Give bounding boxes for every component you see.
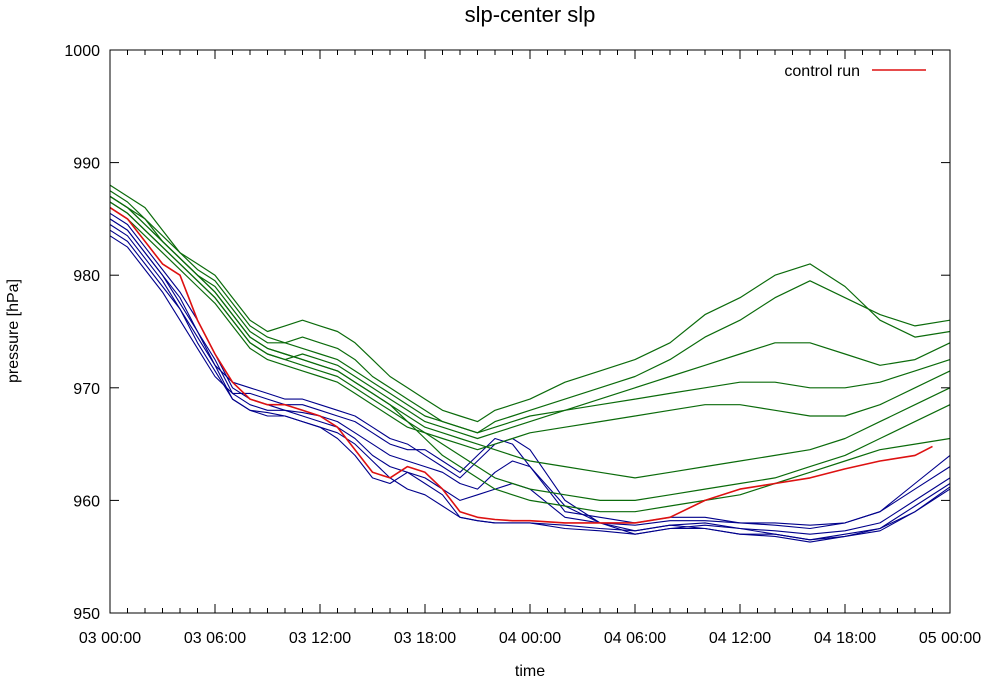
series-line-blue-3	[109, 229, 951, 541]
legend: control run	[784, 63, 926, 80]
plot-frame	[109, 49, 951, 614]
series-line-control-run	[109, 206, 933, 524]
y-tick-label: 950	[73, 606, 100, 623]
series-line-green-2	[109, 201, 951, 440]
axes-layer: 950 960 970 980 990 1000 03 00:00 03 06:00 03 12…	[64, 43, 981, 647]
series-line-green-7	[109, 195, 951, 513]
x-tick-label: 04 06:00	[604, 630, 666, 647]
x-tick-label: 05 00:00	[919, 630, 981, 647]
x-tick-label: 04 00:00	[499, 630, 561, 647]
x-tick-label: 04 18:00	[814, 630, 876, 647]
x-axis-label: time	[515, 663, 545, 680]
series-layer	[109, 184, 951, 543]
series-line-green-0	[109, 184, 951, 423]
series-line-blue-1	[109, 224, 951, 535]
series-line-blue-5	[109, 235, 951, 543]
series-line-green-4	[109, 207, 951, 451]
x-tick-label: 03 18:00	[394, 630, 456, 647]
series-line-blue-2	[109, 212, 951, 526]
legend-label-control-run: control run	[784, 63, 860, 80]
y-axis-label: pressure [hPa]	[5, 279, 22, 383]
x-tick-label: 04 12:00	[709, 630, 771, 647]
series-line-green-1	[109, 195, 951, 434]
x-tick-label: 03 06:00	[184, 630, 246, 647]
y-tick-label: 990	[73, 156, 100, 173]
series-line-blue-4	[109, 218, 951, 530]
y-tick-label: 960	[73, 493, 100, 510]
x-tick-label: 03 12:00	[289, 630, 351, 647]
y-tick-label: 1000	[64, 43, 100, 60]
x-tick-label: 03 00:00	[79, 630, 141, 647]
series-line-green-3	[109, 190, 951, 434]
series-line-blue-0	[109, 218, 951, 541]
y-tick-label: 970	[73, 381, 100, 398]
chart-title: slp-center slp	[465, 2, 596, 27]
series-line-green-5	[109, 195, 951, 479]
series-line-green-6	[109, 201, 951, 501]
y-tick-label: 980	[73, 268, 100, 285]
